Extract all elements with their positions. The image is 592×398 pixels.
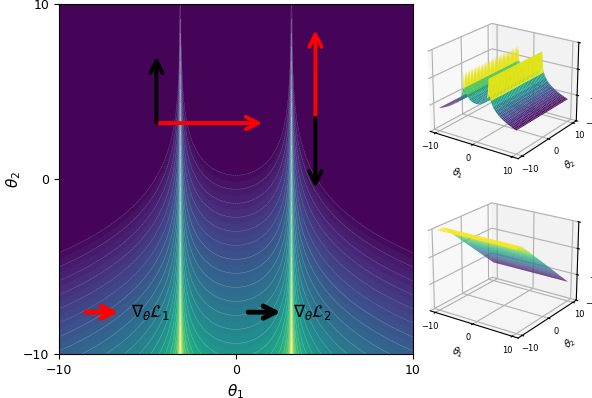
Y-axis label: $\theta_2$: $\theta_2$: [561, 155, 578, 173]
X-axis label: $\theta_1$: $\theta_1$: [450, 344, 465, 361]
Y-axis label: $\theta_2$: $\theta_2$: [4, 171, 23, 187]
X-axis label: $\theta_1$: $\theta_1$: [450, 165, 465, 181]
X-axis label: $\theta_1$: $\theta_1$: [227, 382, 244, 398]
Y-axis label: $\theta_2$: $\theta_2$: [561, 334, 578, 352]
